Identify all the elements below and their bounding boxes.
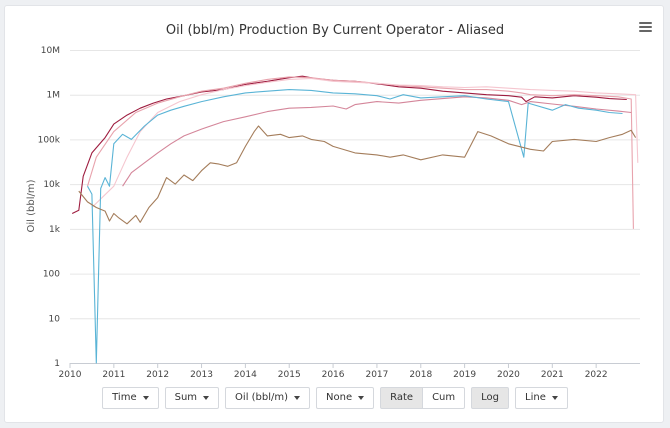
x-tick-label: 2017 [365,370,388,380]
y-tick-label: 1k [49,225,61,235]
x-tick-label: 2022 [585,370,608,380]
sum-dropdown-label: Sum [174,392,198,403]
x-tick-label: 2012 [146,370,169,380]
y-tick-label: 10M [41,46,60,56]
chevron-down-icon [294,396,301,400]
measure-dropdown-label: Oil (bbl/m) [235,392,289,403]
chart-controls: Time Sum Oil (bbl/m) None Rate Cum Log L… [0,387,670,411]
measure-dropdown[interactable]: Oil (bbl/m) [225,387,311,409]
chevron-down-icon [142,396,149,400]
series-line-4[interactable] [122,96,632,187]
chart-title: Oil (bbl/m) Production By Current Operat… [166,23,504,38]
x-tick-label: 2013 [190,370,213,380]
chevron-down-icon [203,396,210,400]
time-dropdown[interactable]: Time [102,387,159,409]
x-tick-label: 2015 [278,370,301,380]
y-tick-label: 100k [38,135,61,145]
sum-dropdown[interactable]: Sum [164,387,220,409]
cum-button[interactable]: Cum [423,387,466,409]
line-dropdown-label: Line [525,392,546,403]
y-tick-label: 10 [49,314,61,324]
series-line-3[interactable] [91,77,639,208]
line-dropdown[interactable]: Line [515,387,568,409]
y-tick-label: 1M [47,91,61,101]
x-tick-label: 2019 [453,370,476,380]
y-tick-label: 10k [43,180,60,190]
x-axis-ticks: 2010 2011 2012 2013 2014 2015 2016 2017 2018 2019… [59,363,608,380]
series-group [71,75,639,364]
y-tick-label: 100 [43,270,60,280]
x-tick-label: 2011 [102,370,125,380]
x-tick-label: 2010 [59,370,82,380]
x-tick-label: 2021 [541,370,564,380]
rate-button[interactable]: Rate [380,387,424,409]
x-tick-label: 2020 [497,370,520,380]
x-tick-label: 2016 [322,370,345,380]
y-tick-label: 1 [54,359,60,369]
chevron-down-icon [358,396,365,400]
time-dropdown-label: Time [112,392,137,403]
series-line-6[interactable] [78,125,637,225]
group-dropdown-label: None [326,392,353,403]
y-axis-ticks: 1 10 100 1k 10k 100k 1M 10M [38,46,61,369]
x-tick-label: 2014 [234,370,257,380]
group-dropdown[interactable]: None [316,387,375,409]
chevron-down-icon [551,396,558,400]
series-line-5[interactable] [87,89,623,364]
y-axis-label: Oil (bbl/m) [26,179,37,232]
x-tick-label: 2018 [409,370,432,380]
log-button[interactable]: Log [471,387,510,409]
rate-cum-toggle: Rate Cum [380,387,466,411]
hamburger-menu-icon[interactable] [639,22,652,32]
series-line-1[interactable] [71,75,627,214]
